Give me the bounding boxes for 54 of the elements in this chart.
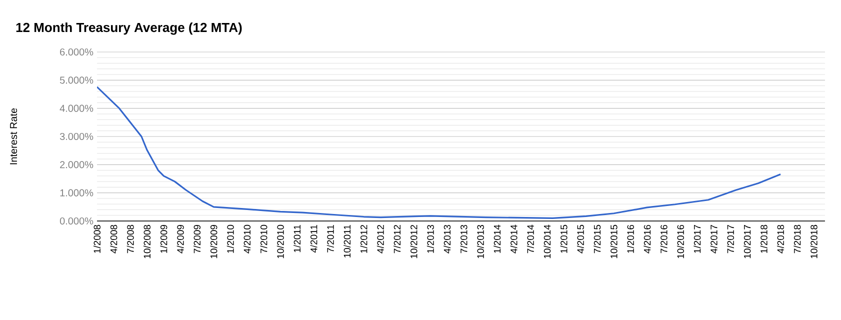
- x-tick-label: 10/2010: [276, 224, 284, 258]
- y-tick-label: 6.000%: [60, 48, 94, 56]
- x-tick-label: 4/2015: [576, 224, 584, 254]
- x-tick-label: 7/2008: [126, 224, 134, 254]
- y-tick-label: 2.000%: [60, 161, 94, 168]
- x-tick-label: 7/2015: [594, 224, 601, 254]
- x-tick-label: 7/2010: [260, 224, 268, 254]
- x-tick-label: 4/2012: [376, 224, 384, 254]
- x-tick-label: 7/2016: [660, 224, 668, 254]
- x-tick-label: 4/2014: [510, 224, 518, 254]
- y-tick-label: 0.000%: [60, 217, 94, 225]
- x-tick-label: 4/2016: [644, 224, 651, 254]
- x-tick-label: 10/2015: [610, 224, 618, 258]
- x-tick-label: 4/2018: [777, 224, 784, 254]
- x-tick-label: 7/2009: [194, 224, 201, 254]
- y-tick-label: 3.000%: [60, 132, 94, 140]
- x-tick-label: 1/2014: [494, 224, 501, 253]
- x-tick-label: 1/2018: [760, 224, 768, 253]
- x-tick-label: 4/2011: [310, 224, 318, 253]
- x-tick-label: 10/2009: [210, 224, 218, 258]
- x-tick-label: 1/2008: [94, 224, 100, 253]
- x-tick-label: 10/2018: [810, 224, 818, 258]
- x-tick-label: 1/2010: [226, 224, 234, 253]
- x-tick-label: 10/2016: [677, 224, 684, 258]
- x-tick-label: 10/2014: [544, 224, 551, 258]
- x-tick-label: 1/2009: [160, 224, 168, 253]
- line-series: [97, 86, 782, 219]
- x-tick-label: 10/2013: [476, 224, 484, 258]
- x-tick-label: 7/2017: [727, 224, 734, 254]
- y-tick-label: 4.000%: [60, 104, 94, 112]
- x-tick-label: 10/2011: [344, 224, 351, 258]
- x-tick-label: 1/2013: [426, 224, 434, 253]
- y-tick-label: 1.000%: [60, 189, 94, 196]
- x-tick-label: 4/2017: [710, 224, 718, 254]
- x-tick-label: 1/2012: [360, 224, 368, 253]
- x-tick-label: 1/2015: [560, 224, 568, 253]
- chart-title: 12 Month Treasury Average (12 MTA): [16, 22, 242, 35]
- x-tick-label: 7/2014: [526, 224, 534, 254]
- x-tick-label: 10/2017: [744, 224, 751, 258]
- x-tick-label: 1/2016: [627, 224, 634, 253]
- x-tick-label: 4/2008: [110, 224, 118, 254]
- x-tick-label: 1/2017: [694, 224, 701, 253]
- y-axis-title: Interest Rate: [10, 108, 18, 164]
- x-tick-label: 7/2012: [394, 224, 401, 254]
- x-tick-label: 7/2018: [794, 224, 801, 254]
- x-tick-label: 7/2011: [326, 224, 334, 252]
- x-tick-label: 4/2013: [444, 224, 451, 254]
- x-tick-label: 10/2008: [144, 224, 151, 258]
- x-tick-label: 4/2010: [244, 224, 251, 254]
- y-tick-label: 5.000%: [60, 76, 94, 84]
- x-tick-label: 7/2013: [460, 224, 468, 254]
- x-tick-label: 1/2011: [294, 224, 301, 252]
- x-tick-label: 4/2009: [176, 224, 184, 254]
- x-tick-label: 10/2012: [410, 224, 418, 258]
